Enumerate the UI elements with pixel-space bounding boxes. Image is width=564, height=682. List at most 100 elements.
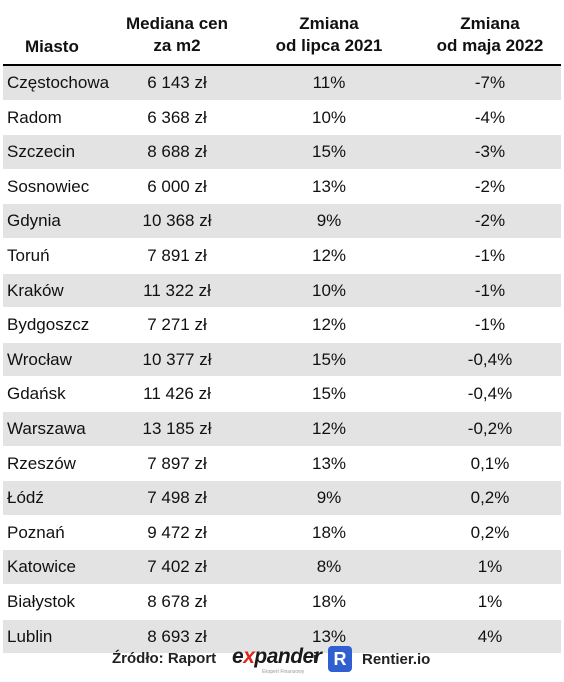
cell-change-july: 9% [316,488,342,508]
cell-change-may: -7% [474,73,506,92]
table-row: Poznań 9 472 zł 18% 0,2% [3,516,561,551]
price-table: Miasto Mediana cen za m2 Zmiana od lipca… [3,0,561,655]
table-row: Rzeszów 7 897 zł 13% 0,1% [3,447,561,482]
cell-price: 7 498 zł [147,488,207,508]
cell-change-may: -3% [474,142,506,162]
source-footer: Źródło: Raport expander Ekspert Finansow… [0,640,564,682]
cell-city: Lublin [7,626,53,646]
expander-logo: expander Ekspert Finansowy [232,645,322,676]
cell-change-may: -1% [474,315,506,335]
expander-e: e [232,645,244,668]
cell-city: Wrocław [7,349,72,369]
table-row: Wrocław 10 377 zł 15% -0,4% [3,342,561,378]
cell-change-july: 12% [311,315,347,335]
table-row: Katowice 7 402 zł 8% 1% [3,550,561,585]
cell-change-may: 0,2% [470,522,510,542]
cell-change-july: 18% [311,591,347,611]
cell-price: 7 402 zł [147,557,207,577]
header-price: Mediana cen za m2 [125,14,229,55]
cell-change-july: 13% [311,626,347,646]
cell-change-july: 8% [316,557,342,577]
cell-price: 7 271 zł [147,315,207,335]
table-row: Łódź 7 498 zł 9% 0,2% [3,481,561,516]
table-row: Częstochowa 6 143 zł 11% -7% [3,66,561,101]
expander-x: x [243,645,255,668]
cell-city: Poznań [7,522,65,542]
cell-city: Częstochowa [7,73,110,92]
cell-city: Katowice [7,557,76,577]
cell-price: 11 322 zł [143,280,211,300]
header-change-july-2021: Zmiana od lipca 2021 [275,14,383,55]
cell-change-may: -1% [474,280,506,300]
cell-change-july: 18% [311,522,347,542]
cell-change-july: 10% [311,280,347,300]
cell-change-may: -4% [474,107,506,127]
table-row: Toruń 7 891 zł 12% -1% [3,239,561,274]
expander-rest: pander [254,645,322,668]
cell-change-may: -0,2% [467,418,513,438]
table-row: Szczecin 8 688 zł 15% -3% [3,135,561,170]
cell-city: Gdańsk [7,384,66,404]
table-row: Białystok 8 678 zł 18% 1% [3,585,561,620]
cell-change-may: -0,4% [467,349,513,369]
cell-price: 8 678 zł [147,591,207,611]
cell-city: Szczecin [7,142,76,162]
table-row: Gdynia 10 368 zł 9% -2% [3,204,561,239]
expander-wordmark: expander [232,645,322,668]
cell-city: Bydgoszcz [7,315,90,335]
table-row: Lublin 8 693 zł 13% 4% [3,619,561,655]
cell-change-july: 15% [311,349,347,369]
cell-change-july: 15% [311,384,347,404]
cell-price: 10 368 zł [142,211,212,231]
cell-change-may: 1% [477,591,503,611]
cell-city: Radom [7,107,62,127]
cell-change-july: 15% [311,142,347,162]
cell-change-may: -0,4% [467,384,513,404]
cell-price: 6 143 zł [147,73,207,92]
cell-change-july: 9% [316,211,342,231]
cell-price: 8 693 zł [147,626,207,646]
table-header: Miasto Mediana cen za m2 Zmiana od lipca… [3,0,561,66]
table-row: Kraków 11 322 zł 10% -1% [3,273,561,309]
cell-change-may: 4% [477,626,503,646]
cell-price: 13 185 zł [142,418,212,438]
cell-price: 9 472 zł [147,522,207,542]
cell-city: Białystok [7,591,76,611]
cell-change-may: -2% [474,211,506,231]
cell-city: Rzeszów [7,453,76,473]
table-row: Sosnowiec 6 000 zł 13% -2% [3,170,561,205]
cell-change-july: 12% [311,245,347,265]
cell-change-july: 11% [312,73,346,92]
cell-change-july: 13% [311,453,347,473]
rentier-name: Rentier.io [362,651,431,668]
source-label: Źródło: Raport [112,650,217,667]
cell-city: Łódź [7,488,44,508]
header-city: Miasto [25,37,79,56]
cell-change-july: 13% [311,176,347,196]
table-body: Częstochowa 6 143 zł 11% -7% Radom 6 368 zł 10… [3,66,561,655]
cell-price: 11 426 zł [143,384,211,404]
cell-change-july: 10% [311,107,347,127]
footer-separator: i [313,650,318,667]
cell-price: 6 000 zł [147,176,207,196]
header-change-may-2022: Zmiana od maja 2022 [436,14,544,55]
cell-city: Gdynia [7,211,61,231]
cell-change-may: 0,2% [470,488,510,508]
cell-change-may: -1% [474,245,506,265]
cell-price: 6 368 zł [147,107,207,127]
cell-price: 8 688 zł [147,142,207,162]
cell-city: Kraków [7,280,64,300]
cell-price: 7 897 zł [147,453,207,473]
cell-city: Warszawa [7,418,86,438]
cell-change-may: 1% [477,557,503,577]
table-row: Warszawa 13 185 zł 12% -0,2% [3,411,561,447]
cell-change-july: 12% [311,418,347,438]
table-row: Bydgoszcz 7 271 zł 12% -1% [3,308,561,343]
cell-price: 10 377 zł [142,349,212,369]
cell-city: Toruń [7,245,50,265]
rentier-logo-icon: R [328,646,352,672]
table-row: Gdańsk 11 426 zł 15% -0,4% [3,377,561,412]
cell-change-may: -2% [474,176,506,196]
expander-tagline: Ekspert Finansowy [262,669,305,675]
cell-city: Sosnowiec [7,176,90,196]
